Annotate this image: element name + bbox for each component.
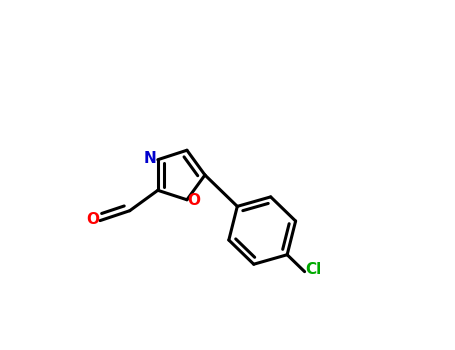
- Text: Cl: Cl: [305, 262, 321, 278]
- Text: O: O: [86, 212, 100, 228]
- Text: O: O: [187, 193, 200, 208]
- Text: N: N: [144, 151, 157, 166]
